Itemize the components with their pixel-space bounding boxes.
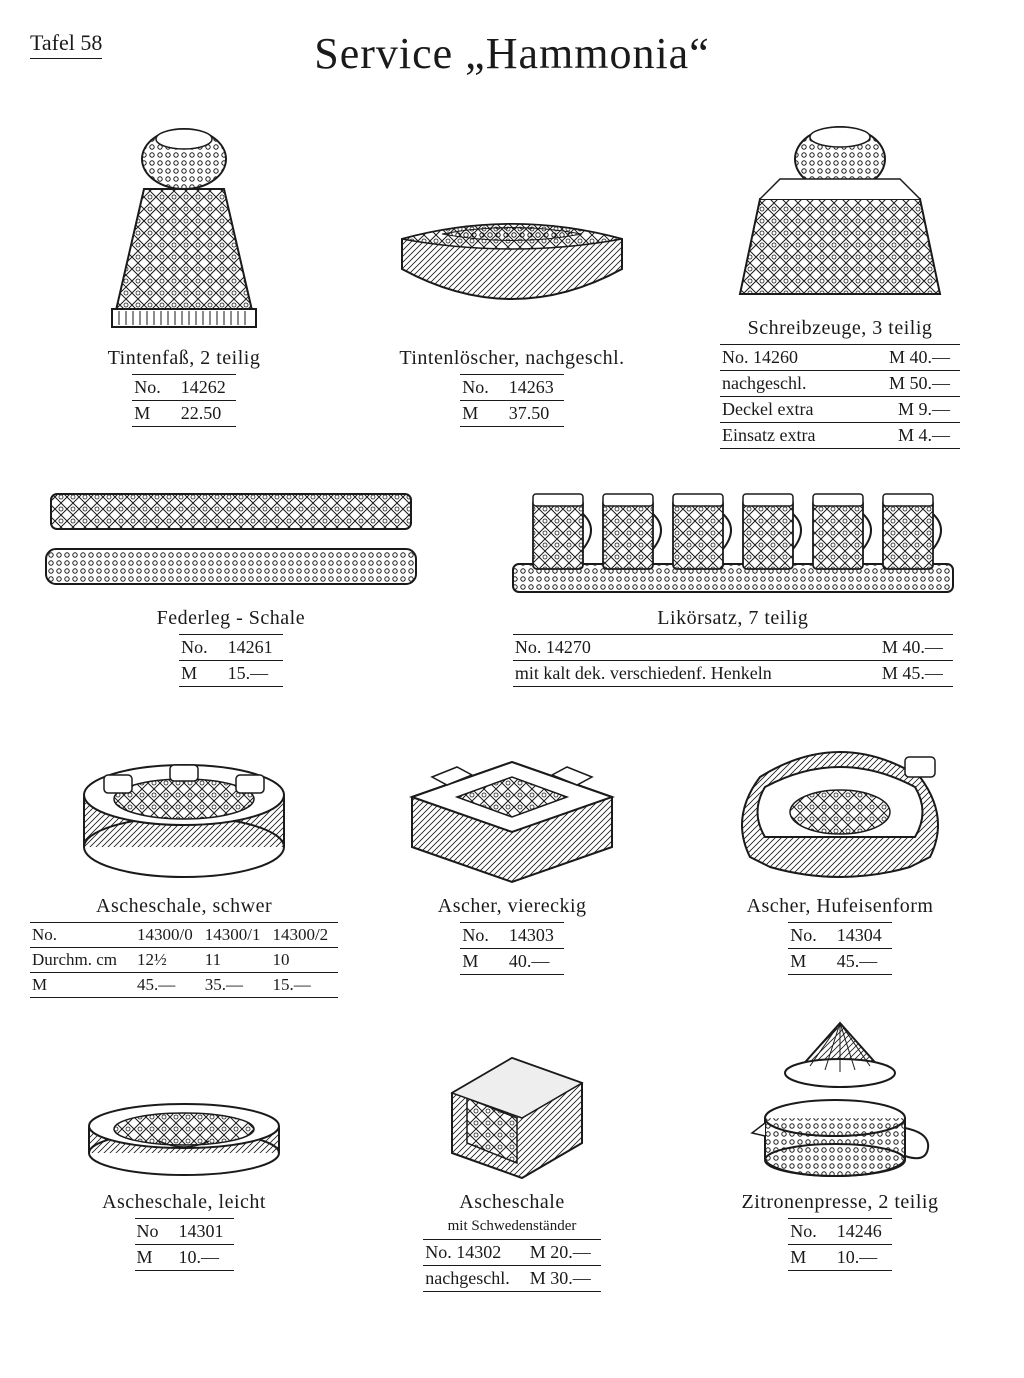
item-tintenfass: Tintenfaß, 2 teilig No.14262 M22.50: [30, 109, 338, 449]
likoersatz-illustration: [503, 479, 963, 599]
item-schreibzeuge: Schreibzeuge, 3 teilig No. 14260M 40.— n…: [686, 109, 994, 449]
caption: Ascheschale, schwer: [96, 895, 272, 918]
item-ascheschale-leicht: Ascheschale, leicht No14301 M10.—: [30, 1013, 338, 1292]
zitronenpresse-illustration: [740, 1018, 940, 1183]
spec-table: No14301 M10.—: [135, 1218, 234, 1271]
spec-table: No.14262 M22.50: [132, 374, 236, 427]
federleg-illustration: [31, 479, 431, 599]
item-ascher-hufeisen: Ascher, Hufeisenform No.14304 M45.—: [686, 707, 994, 998]
caption: Likörsatz, 7 teilig: [657, 607, 808, 630]
ascheschale-schwer-illustration: [64, 717, 304, 887]
caption: Schreibzeuge, 3 teilig: [748, 317, 933, 340]
spec-table: No.14261 M15.—: [179, 634, 283, 687]
ascheschale-leicht-illustration: [74, 1063, 294, 1183]
page-title: Service „Hammonia“: [30, 28, 994, 79]
item-federleg: Federleg - Schale No.14261 M15.—: [30, 469, 432, 687]
page-label: Tafel 58: [30, 30, 102, 59]
spec-table: No. 14270M 40.— mit kalt dek. verschiede…: [513, 634, 953, 687]
item-zitronenpresse: Zitronenpresse, 2 teilig No.14246 M10.—: [686, 1013, 994, 1292]
item-ascher-viereckig: Ascher, viereckig No.14303 M40.—: [358, 707, 666, 998]
spec-table: No. 14260M 40.— nachgeschl.M 50.— Deckel…: [720, 344, 960, 449]
item-tintenloescher: Tintenlöscher, nachgeschl. No.14263 M37.…: [358, 109, 666, 449]
spec-table: No.14303 M40.—: [460, 922, 564, 975]
caption: Zitronenpresse, 2 teilig: [742, 1191, 939, 1214]
ascher-viereckig-illustration: [382, 717, 642, 887]
caption: Tintenfaß, 2 teilig: [108, 347, 261, 370]
spec-table: No. 14302M 20.— nachgeschl.M 30.—: [423, 1239, 600, 1292]
schreibzeuge-illustration: [720, 119, 960, 309]
ascheschale-schweden-illustration: [422, 1033, 602, 1183]
item-ascheschale-schweden: Ascheschale mit Schwedenständer No. 1430…: [358, 1013, 666, 1292]
tintenfass-illustration: [84, 119, 284, 339]
ascher-hufeisen-illustration: [710, 717, 970, 887]
caption: Ascheschale: [459, 1191, 564, 1214]
caption: Tintenlöscher, nachgeschl.: [399, 347, 624, 370]
spec-table: No.14246 M10.—: [788, 1218, 892, 1271]
spec-table: No. 14300/0 14300/1 14300/2 Durchm. cm 1…: [30, 922, 338, 998]
item-likoersatz: Likörsatz, 7 teilig No. 14270M 40.— mit …: [472, 469, 994, 687]
caption: Federleg - Schale: [157, 607, 305, 630]
spec-table: No.14263 M37.50: [460, 374, 564, 427]
tintenloescher-illustration: [382, 199, 642, 339]
subcaption: mit Schwedenständer: [448, 1218, 577, 1235]
item-ascheschale-schwer: Ascheschale, schwer No. 14300/0 14300/1 …: [30, 707, 338, 998]
spec-table: No.14304 M45.—: [788, 922, 892, 975]
caption: Ascher, Hufeisenform: [747, 895, 934, 918]
caption: Ascher, viereckig: [438, 895, 587, 918]
caption: Ascheschale, leicht: [102, 1191, 266, 1214]
